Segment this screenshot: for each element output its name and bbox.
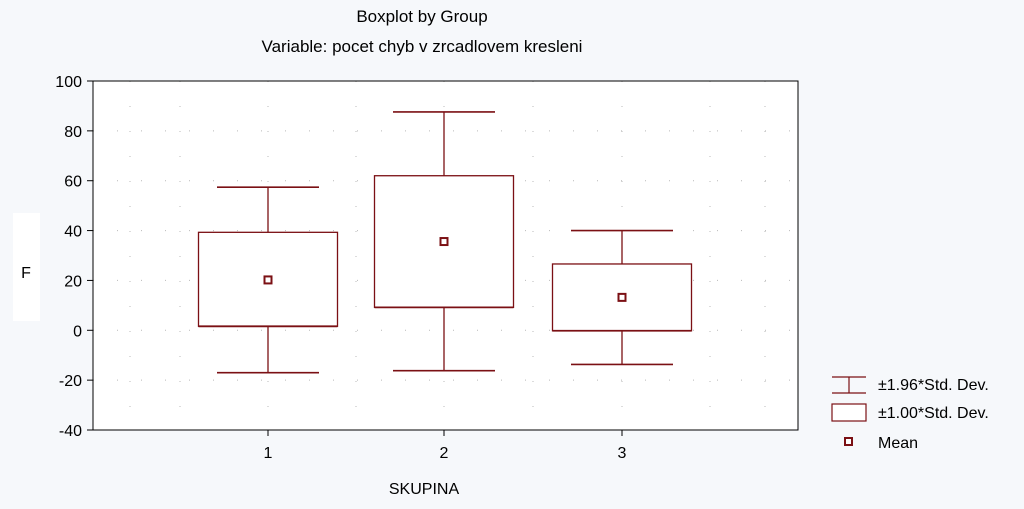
legend-label-2: Mean [878,435,918,452]
legend: ±1.96*Std. Dev. ±1.00*Std. Dev. Mean [831,376,989,452]
y-tick-label-2: 60 [64,174,82,191]
plot-frame [92,80,799,431]
legend-item-0: ±1.96*Std. Dev. [832,376,989,394]
legend-label-0: ±1.96*Std. Dev. [878,377,989,394]
legend-label-1: ±1.00*Std. Dev. [878,405,989,422]
x-tick-label-1: 2 [440,445,449,462]
y-tick-label-3: 40 [64,224,82,241]
mean-marker-3 [617,292,627,302]
y-axis-label-box [13,213,40,321]
x-tick-label-2: 3 [618,445,627,462]
chart-subtitle: Variable: pocet chyb v zrcadlovem kresle… [262,37,583,56]
box-group-3 [551,229,693,366]
y-tick-label-6: -20 [59,373,82,390]
legend-box-swatch [831,403,867,422]
y-tick-label-1: 80 [64,124,82,141]
y-tick-label-4: 20 [64,273,82,290]
box-group-1 [197,186,339,374]
x-tick-label-0: 1 [264,445,273,462]
legend-item-2: Mean [844,435,918,452]
chart-title: Boxplot by Group [356,7,487,26]
x-axis-label: SKUPINA [389,481,460,498]
y-axis-label: F [21,265,31,282]
x-axis: 1 2 3 [264,430,627,462]
box-group-2 [373,111,515,372]
legend-mean-swatch [844,437,853,446]
boxes [197,111,693,374]
y-tick-label-7: -40 [59,423,82,440]
mean-marker-1 [263,275,273,285]
y-tick-label-5: 0 [73,323,82,340]
legend-item-1: ±1.00*Std. Dev. [831,403,989,422]
mean-marker-2 [439,237,449,247]
y-axis: 100 80 60 40 20 0 -20 -40 [55,74,93,440]
y-tick-label-0: 100 [55,74,82,91]
